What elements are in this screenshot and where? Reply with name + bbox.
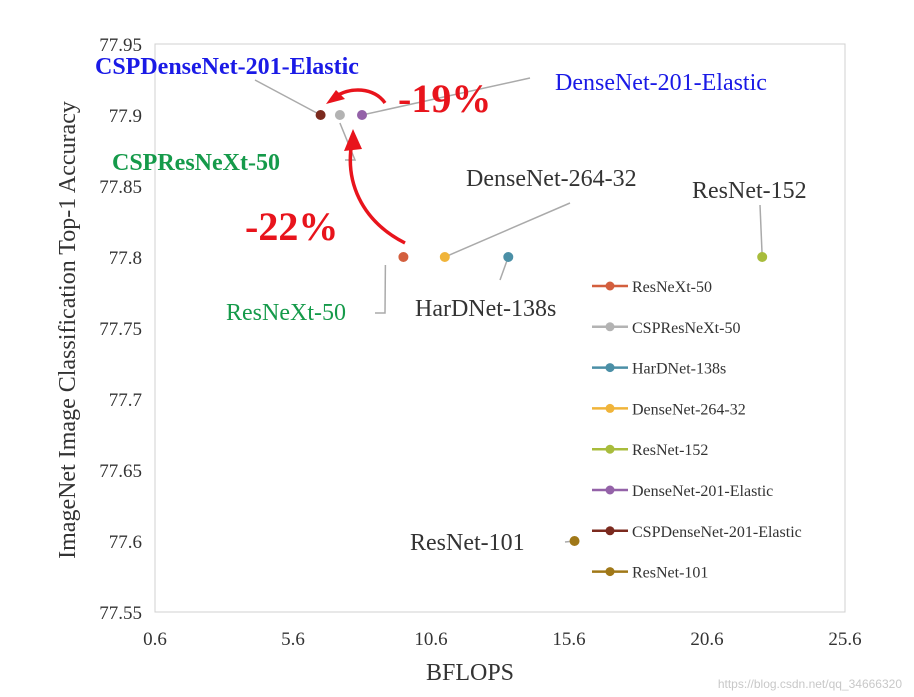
point-densenet-264-32 bbox=[439, 252, 450, 262]
label-resnext-50: ResNeXt-50 bbox=[226, 300, 346, 326]
label-resnet-152: ResNet-152 bbox=[692, 178, 807, 204]
label-minus-22-percent: -22% bbox=[245, 204, 338, 249]
legend-marker bbox=[605, 485, 615, 495]
legend-label: DenseNet-201-Elastic bbox=[632, 483, 773, 500]
leader-densenet-201-elastic bbox=[361, 77, 531, 116]
y-tick-label: 77.7 bbox=[109, 390, 142, 411]
legend-marker bbox=[605, 281, 615, 291]
legend-marker bbox=[605, 363, 615, 373]
y-tick-label: 77.65 bbox=[99, 461, 142, 482]
arrow-22-curve bbox=[348, 141, 406, 245]
legend-marker bbox=[605, 322, 615, 332]
legend-label: ResNet-101 bbox=[632, 565, 708, 582]
leader-lines bbox=[254, 77, 763, 543]
legend-label: CSPResNeXt-50 bbox=[632, 320, 740, 337]
data-points bbox=[315, 110, 768, 546]
arrow-19-head bbox=[326, 90, 345, 104]
leader-cspresnext bbox=[339, 122, 357, 161]
label-hardnet-138s: HarDNet-138s bbox=[415, 296, 556, 322]
x-tick-label: 15.6 bbox=[552, 629, 585, 650]
x-axis-label: BFLOPS bbox=[426, 660, 514, 686]
legend-label: DenseNet-264-32 bbox=[632, 401, 746, 418]
legend-marker bbox=[605, 444, 615, 454]
x-tick-label: 5.6 bbox=[281, 629, 305, 650]
legend-marker bbox=[605, 567, 615, 577]
y-tick-label: 77.95 bbox=[99, 35, 142, 56]
y-tick-label: 77.75 bbox=[99, 319, 142, 340]
plot-frame bbox=[154, 43, 846, 613]
y-tick-label: 77.8 bbox=[109, 248, 142, 269]
x-tick-label: 10.6 bbox=[414, 629, 447, 650]
label-minus-19-percent: -19% bbox=[398, 76, 491, 121]
watermark: https://blog.csdn.net/qq_34666320 bbox=[717, 677, 902, 691]
y-tick-label: 77.55 bbox=[99, 603, 142, 624]
legend-marker bbox=[605, 526, 615, 536]
x-tick-label: 0.6 bbox=[143, 629, 167, 650]
legend-label: ResNeXt-50 bbox=[632, 279, 712, 296]
point-cspresnext-50 bbox=[334, 110, 345, 120]
y-tick-label: 77.85 bbox=[99, 177, 142, 198]
y-axis-label: ImageNet Image Classification Top-1 Accu… bbox=[55, 101, 81, 559]
axis-ticks: 77.55 77.6 77.65 77.7 77.75 77.8 77.85 77.9 77.9… bbox=[99, 35, 861, 650]
y-tick-label: 77.9 bbox=[109, 106, 142, 127]
legend-marker bbox=[605, 403, 615, 413]
point-resnet-152 bbox=[757, 252, 768, 262]
legend-label: ResNet-152 bbox=[632, 442, 708, 459]
point-densenet-201-elastic bbox=[357, 110, 367, 120]
label-densenet-264-32: DenseNet-264-32 bbox=[466, 166, 637, 192]
label-cspresnext-50: CSPResNeXt-50 bbox=[112, 150, 280, 176]
label-cspdensenet-201-elastic: CSPDenseNet-201-Elastic bbox=[95, 54, 359, 80]
point-resnet-101 bbox=[569, 536, 580, 546]
x-tick-label: 25.6 bbox=[828, 629, 861, 650]
legend-label: CSPDenseNet-201-Elastic bbox=[632, 524, 802, 541]
leader-resnet-152 bbox=[759, 204, 763, 258]
x-tick-label: 20.6 bbox=[690, 629, 723, 650]
leader-densenet-264 bbox=[444, 202, 571, 258]
legend: ResNeXt-50 CSPResNeXt-50 HarDNet-138s Dense… bbox=[592, 279, 802, 582]
point-cspdensenet-201-elastic bbox=[315, 110, 326, 120]
arrow-22-head bbox=[344, 129, 362, 151]
leader-cspdensenet bbox=[254, 79, 321, 116]
leader-resnext bbox=[375, 264, 387, 314]
legend-label: HarDNet-138s bbox=[632, 361, 726, 378]
y-tick-label: 77.6 bbox=[109, 532, 142, 553]
label-densenet-201-elastic: DenseNet-201-Elastic bbox=[555, 70, 767, 96]
point-hardnet-138s bbox=[503, 252, 514, 262]
point-resnext-50 bbox=[398, 252, 409, 262]
label-resnet-101: ResNet-101 bbox=[410, 530, 525, 556]
